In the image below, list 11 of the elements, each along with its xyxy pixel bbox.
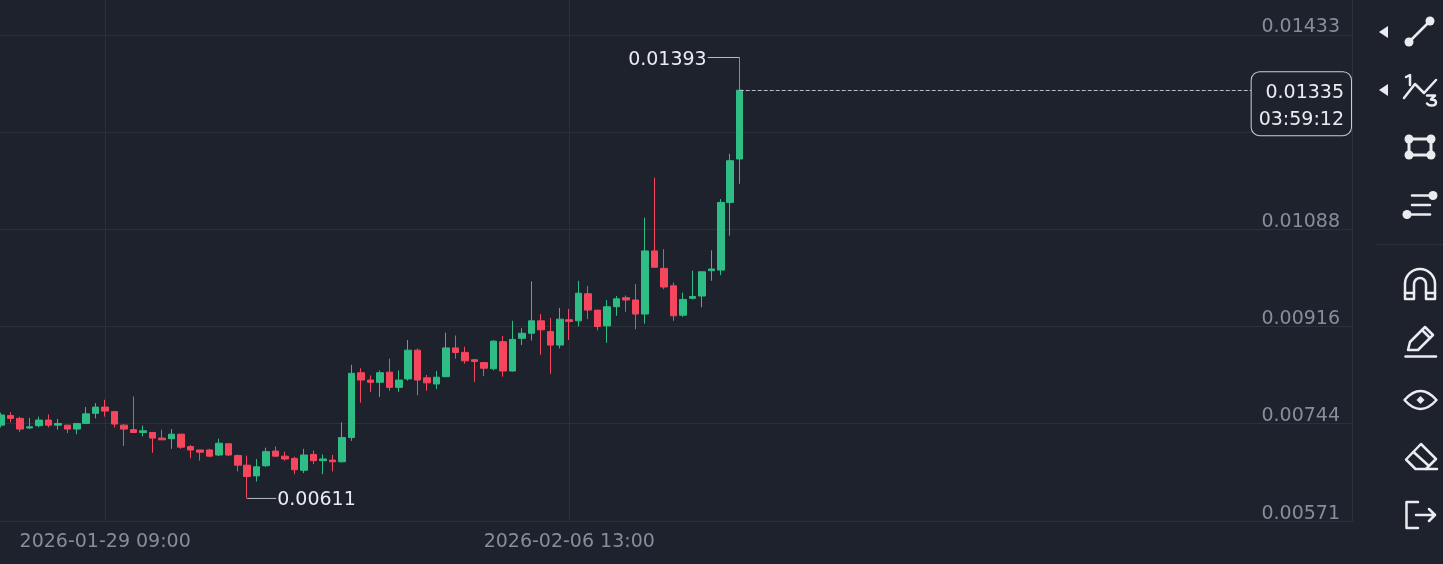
y-tick-label: 0.00744	[1261, 402, 1340, 425]
annotation: 0.01393	[628, 46, 707, 69]
x-tick-label: 2026-02-06 13:00	[483, 528, 655, 551]
y-tick-label: 0.00916	[1261, 305, 1340, 328]
annotation: 0.00611	[277, 487, 356, 510]
y-tick-label: 0.01433	[1261, 14, 1340, 37]
x-tick-label: 2026-01-29 09:00	[19, 528, 191, 551]
y-tick-label: 0.01088	[1261, 208, 1340, 231]
y-tick-label: 0.00571	[1261, 500, 1340, 523]
ref-line-label: 0.01335	[1265, 79, 1344, 102]
annotation: 03:59:12	[1258, 106, 1344, 129]
